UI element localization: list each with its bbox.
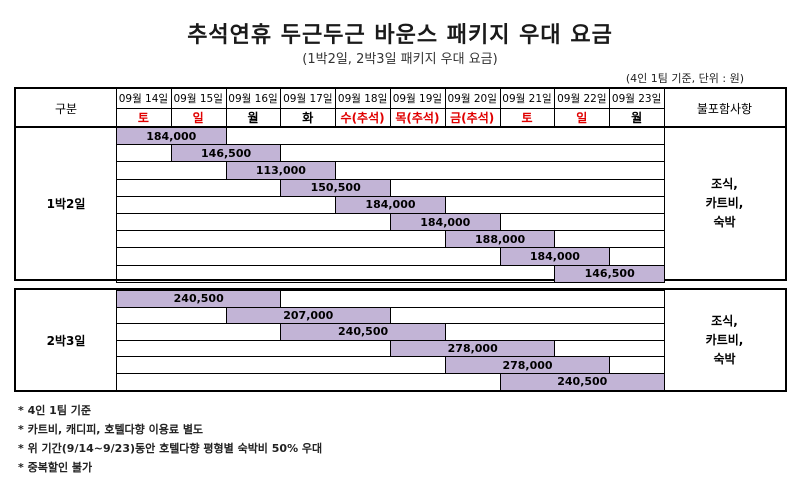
price-bar: 240,500: [280, 323, 446, 341]
price-bar: 240,500: [116, 290, 282, 308]
day-of-week-header: 화: [302, 111, 314, 125]
excluded-item: 조식,: [711, 176, 738, 191]
price-bar: 278,000: [444, 356, 611, 374]
price-bar: 188,000: [444, 230, 556, 249]
table-grid-2night: 2박3일 조식, 카트비, 숙박 240,500 207,000 240,500 278,00…: [16, 290, 785, 391]
page-title: 추석연휴 두근두근 바운스 패키지 우대 요금: [187, 23, 613, 48]
date-header: 09월 17일: [283, 93, 333, 105]
header-col-divider: [444, 89, 446, 127]
date-header: 09월 23일: [611, 93, 662, 105]
price-bar: 184,000: [390, 213, 501, 232]
excluded-item: 조식,: [711, 313, 738, 328]
note-item: * 4인 1팀 기준: [18, 404, 92, 417]
price-bar: 184,000: [499, 247, 611, 266]
header-col-divider: [609, 89, 611, 127]
excluded-item: 카트비,: [705, 332, 744, 347]
price-bar: 184,000: [116, 127, 227, 146]
price-row: [116, 230, 665, 249]
day-of-week-header: 목(추석): [395, 111, 440, 125]
date-header: 09월 22일: [557, 93, 607, 105]
price-bar: 113,000: [225, 161, 337, 180]
day-of-week-header: 월: [631, 111, 643, 125]
excluded-items: 조식, 카트비, 숙박: [664, 127, 785, 279]
date-header: 09월 19일: [392, 93, 443, 105]
day-of-week-header: 월: [247, 111, 259, 125]
date-header: 09월 16일: [228, 93, 278, 105]
price-bar: 278,000: [390, 339, 556, 358]
page-subtitle: (1박2일, 2박3일 패키지 우대 요금): [302, 52, 498, 67]
price-bar: 146,500: [170, 144, 282, 163]
package-label: 2박3일: [46, 333, 86, 348]
excluded-header: 불포함사항: [696, 101, 753, 116]
price-bar: 146,500: [554, 264, 665, 283]
date-header: 09월 18일: [337, 93, 388, 105]
price-bar: 207,000: [225, 306, 391, 325]
category-header: 구분: [54, 101, 78, 116]
price-bar: 150,500: [280, 178, 391, 197]
header-col-divider: [554, 89, 556, 127]
price-bar: 240,500: [499, 373, 665, 391]
header-left-divider: [116, 89, 117, 127]
price-row: [116, 161, 665, 180]
note-item: * 카트비, 캐디피, 호텔다향 이용료 별도: [18, 423, 204, 436]
excluded-item: 숙박: [713, 351, 736, 366]
header-col-divider: [499, 89, 501, 127]
package-label: 1박2일: [46, 196, 86, 211]
excluded-item: 숙박: [713, 214, 736, 229]
date-header: 09월 21일: [502, 93, 552, 105]
excluded-item: 카트비,: [705, 195, 744, 210]
note-item: * 중복할인 불가: [18, 461, 93, 474]
price-bar: 184,000: [335, 195, 446, 214]
pricing-table-2night: 2박3일 조식, 카트비, 숙박 240,500 207,000 240,500 278,00…: [14, 288, 787, 392]
day-of-week-header: 일: [192, 111, 204, 125]
day-of-week-header: 토: [521, 111, 533, 125]
day-of-week-header: 일: [576, 111, 588, 125]
date-header: 09월 15일: [173, 93, 223, 105]
header-col-divider: [390, 89, 391, 127]
date-header: 09월 14일: [118, 93, 169, 105]
header-col-divider: [280, 89, 282, 127]
price-basis-note: (4인 1팀 기준, 단위 : 원): [625, 72, 744, 85]
date-header: 09월 20일: [447, 93, 497, 105]
day-of-week-header: 수(추석): [340, 111, 385, 125]
header-col-divider: [225, 89, 227, 127]
header-col-divider: [335, 89, 337, 127]
header-col-divider: [170, 89, 172, 127]
excluded-items: 조식, 카트비, 숙박: [664, 290, 785, 390]
notes-list: * 4인 1팀 기준 * 카트비, 캐디피, 호텔다향 이용료 별도 * 위 기…: [18, 401, 322, 477]
day-of-week-header: 토: [137, 111, 149, 125]
note-item: * 위 기간(9/14~9/23)동안 호텔다향 평형별 숙박비 50% 우대: [18, 442, 323, 455]
day-of-week-header: 금(추석): [450, 111, 495, 125]
